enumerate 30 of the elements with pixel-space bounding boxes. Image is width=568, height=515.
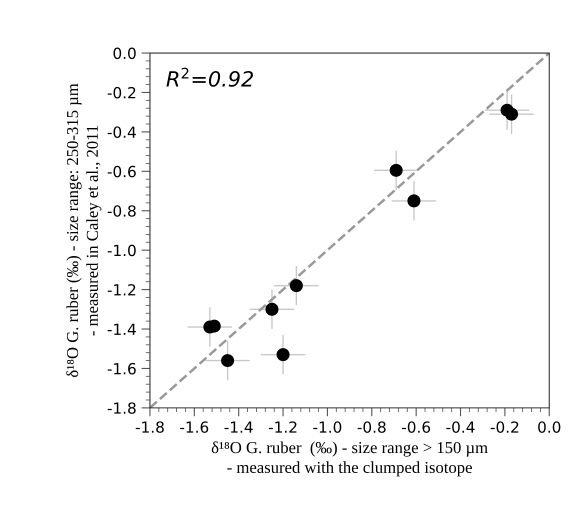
x-tick-label: -1.0 bbox=[313, 421, 342, 433]
y-tick-label: -1.2 bbox=[108, 284, 136, 296]
point bbox=[221, 354, 234, 368]
x-tick-label: -1.6 bbox=[180, 421, 208, 433]
y-tick-label: -1.6 bbox=[108, 362, 136, 374]
point bbox=[265, 302, 278, 316]
y-tick-label: -0.8 bbox=[108, 205, 136, 217]
x-tick-label: -1.2 bbox=[268, 421, 296, 433]
x-tick-label: 0.0 bbox=[538, 421, 560, 433]
y-tick-label: -1.4 bbox=[108, 324, 136, 335]
x-tick-label: -0.8 bbox=[358, 421, 386, 433]
point bbox=[407, 194, 420, 208]
point bbox=[505, 108, 518, 121]
y-axis-title: δ¹⁸O G. ruber (‰) - size range: 250-315 µm - measured in Caley et al., 2011 bbox=[66, 84, 102, 378]
y-tick-label: -1.0 bbox=[108, 244, 136, 256]
x-tick-label: -0.6 bbox=[402, 421, 430, 433]
annotation: R$^{2}$=0.92 bbox=[166, 68, 253, 87]
y-tick-label: 0.0 bbox=[113, 48, 136, 60]
x-tick-label: -0.4 bbox=[446, 421, 475, 433]
point bbox=[276, 348, 290, 362]
x-tick-label: -1.8 bbox=[136, 421, 164, 433]
x-axis-title: δ¹⁸O G. ruber (‰) - size range > 150 µm - measured with the clumped isotope bbox=[212, 441, 488, 476]
x-tick-label: -1.4 bbox=[224, 422, 253, 433]
y-tick-label: -0.2 bbox=[108, 86, 136, 98]
y-tick-label: -0.6 bbox=[108, 166, 136, 178]
x-tick-label: -0.2 bbox=[490, 421, 518, 433]
point bbox=[290, 279, 303, 292]
y-tick-label: -1.8 bbox=[108, 402, 136, 414]
point bbox=[390, 164, 403, 177]
y-tick-label: -0.4 bbox=[108, 126, 136, 138]
